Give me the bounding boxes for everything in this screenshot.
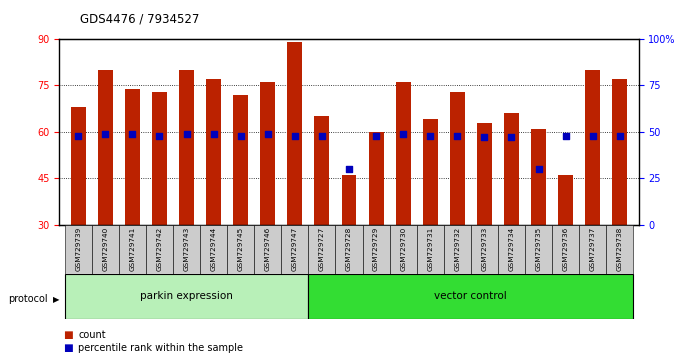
Bar xyxy=(254,225,281,274)
Point xyxy=(289,133,300,138)
Bar xyxy=(173,225,200,274)
Text: GSM729728: GSM729728 xyxy=(346,226,352,270)
Bar xyxy=(309,274,633,319)
Bar xyxy=(288,42,302,225)
Bar xyxy=(498,225,525,274)
Text: GSM729732: GSM729732 xyxy=(454,226,460,270)
Text: GSM729743: GSM729743 xyxy=(184,226,190,270)
Text: GSM729742: GSM729742 xyxy=(156,226,163,270)
Bar xyxy=(477,122,492,225)
Bar xyxy=(612,79,628,225)
Bar xyxy=(362,225,389,274)
Bar xyxy=(341,175,357,225)
Text: GSM729744: GSM729744 xyxy=(211,226,216,270)
Bar xyxy=(558,175,573,225)
Point xyxy=(533,166,544,172)
Text: GSM729741: GSM729741 xyxy=(129,226,135,270)
Bar xyxy=(417,225,444,274)
Bar xyxy=(531,129,546,225)
Bar xyxy=(146,225,173,274)
Point xyxy=(208,131,219,137)
Bar xyxy=(92,225,119,274)
Text: GDS4476 / 7934527: GDS4476 / 7934527 xyxy=(80,12,200,25)
Point xyxy=(452,133,463,138)
Bar xyxy=(396,82,410,225)
Point xyxy=(587,133,598,138)
Text: parkin expression: parkin expression xyxy=(140,291,233,302)
Point xyxy=(614,133,625,138)
Point xyxy=(560,133,571,138)
Bar xyxy=(423,119,438,225)
Point xyxy=(127,131,138,137)
Bar xyxy=(70,107,86,225)
Point xyxy=(371,133,382,138)
Point xyxy=(316,133,327,138)
Point xyxy=(100,131,111,137)
Bar xyxy=(200,225,227,274)
Bar xyxy=(152,92,167,225)
Bar xyxy=(504,113,519,225)
Bar xyxy=(315,116,329,225)
Text: GSM729738: GSM729738 xyxy=(617,226,623,270)
Bar xyxy=(444,225,471,274)
Bar xyxy=(179,70,194,225)
Bar xyxy=(119,225,146,274)
Bar xyxy=(65,225,92,274)
Point xyxy=(262,131,274,137)
Text: GSM729735: GSM729735 xyxy=(535,226,542,270)
Text: GSM729736: GSM729736 xyxy=(563,226,569,270)
Bar xyxy=(450,92,465,225)
Text: GSM729739: GSM729739 xyxy=(75,226,81,270)
Bar xyxy=(552,225,579,274)
Text: GSM729737: GSM729737 xyxy=(590,226,595,270)
Point xyxy=(398,131,409,137)
Text: ■: ■ xyxy=(63,343,73,353)
Text: GSM729733: GSM729733 xyxy=(482,226,487,270)
Text: GSM729727: GSM729727 xyxy=(319,226,325,270)
Text: ■: ■ xyxy=(63,330,73,339)
Bar xyxy=(227,225,254,274)
Bar xyxy=(336,225,362,274)
Point xyxy=(506,135,517,140)
Bar xyxy=(233,95,248,225)
Bar xyxy=(606,225,633,274)
Bar xyxy=(65,274,309,319)
Point xyxy=(235,133,246,138)
Text: GSM729734: GSM729734 xyxy=(508,226,514,270)
Point xyxy=(424,133,436,138)
Text: GSM729730: GSM729730 xyxy=(400,226,406,270)
Bar xyxy=(206,79,221,225)
Bar xyxy=(389,225,417,274)
Text: GSM729729: GSM729729 xyxy=(373,226,379,270)
Text: count: count xyxy=(78,330,106,339)
Text: vector control: vector control xyxy=(434,291,507,302)
Point xyxy=(479,135,490,140)
Bar xyxy=(125,88,140,225)
Bar xyxy=(471,225,498,274)
Text: ▶: ▶ xyxy=(53,295,59,304)
Bar xyxy=(579,225,606,274)
Text: GSM729746: GSM729746 xyxy=(265,226,271,270)
Text: GSM729740: GSM729740 xyxy=(103,226,108,270)
Bar xyxy=(369,132,383,225)
Text: protocol: protocol xyxy=(8,294,48,304)
Point xyxy=(154,133,165,138)
Bar xyxy=(281,225,309,274)
Bar xyxy=(309,225,336,274)
Point xyxy=(343,166,355,172)
Text: GSM729745: GSM729745 xyxy=(238,226,244,270)
Bar xyxy=(98,70,113,225)
Bar xyxy=(525,225,552,274)
Bar xyxy=(260,82,275,225)
Text: percentile rank within the sample: percentile rank within the sample xyxy=(78,343,243,353)
Bar xyxy=(585,70,600,225)
Text: GSM729731: GSM729731 xyxy=(427,226,433,270)
Text: GSM729747: GSM729747 xyxy=(292,226,298,270)
Point xyxy=(181,131,192,137)
Point xyxy=(73,133,84,138)
